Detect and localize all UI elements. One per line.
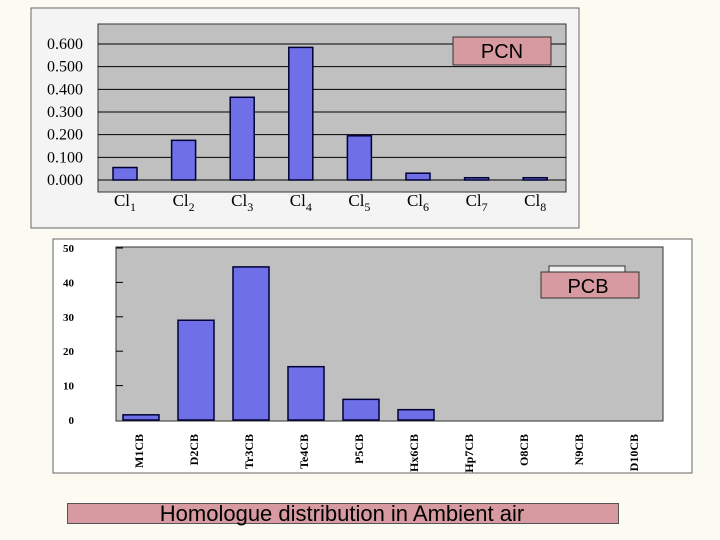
pcb-y-tick-label: 40 bbox=[63, 277, 75, 289]
pcb-bar bbox=[177, 319, 215, 421]
pcb-x-tick-label: Hx6CB bbox=[407, 434, 421, 472]
pcn-bar bbox=[346, 135, 373, 181]
footer-banner bbox=[67, 503, 619, 524]
pcb-label: PCB bbox=[567, 276, 608, 298]
pcb-bars bbox=[122, 266, 435, 421]
pcb-y-tick-label: 50 bbox=[63, 243, 75, 255]
pcn-bar bbox=[463, 176, 490, 181]
pcn-x-tick-label: Cl7 bbox=[466, 191, 488, 214]
pcb-y-ticks: 50 40 30 20 10 0 bbox=[63, 243, 123, 427]
pcb-bar bbox=[232, 266, 270, 421]
pcn-bar bbox=[112, 166, 138, 181]
pcb-x-tick-label: D10CB bbox=[627, 434, 641, 471]
pcb-chart: 50 40 30 20 10 0 M1CB D2CB Tr3CB Te4CB P5CB Hx6CB H… bbox=[52, 238, 693, 474]
pcb-bar bbox=[342, 398, 380, 421]
pcn-x-tick-label: Cl8 bbox=[524, 191, 546, 214]
footer-title: Homologue distribution in Ambient air bbox=[159, 501, 525, 526]
pcn-x-tick-label: Cl6 bbox=[407, 191, 429, 214]
pcb-x-tick-label: Hp7CB bbox=[462, 434, 476, 473]
pcb-bar bbox=[287, 365, 325, 421]
pcb-x-labels: M1CB D2CB Tr3CB Te4CB P5CB Hx6CB Hp7CB O8CB N9CB… bbox=[132, 434, 641, 473]
pcn-bar bbox=[405, 172, 431, 181]
pcb-x-tick-label: P5CB bbox=[352, 434, 366, 464]
pcb-bar bbox=[122, 414, 160, 421]
pcb-y-tick-label: 10 bbox=[63, 381, 75, 393]
pcb-bar bbox=[397, 408, 435, 421]
pcn-y-tick-label: 0.600 bbox=[47, 36, 83, 53]
pcb-y-tick-label: 20 bbox=[63, 346, 75, 358]
pcn-y-ticks: 0.600 0.500 0.400 0.300 0.200 0.100 0.000 bbox=[47, 36, 83, 189]
pcn-y-tick-label: 0.200 bbox=[47, 127, 83, 144]
pcn-y-tick-label: 0.300 bbox=[47, 104, 83, 121]
pcn-x-tick-label: Cl4 bbox=[290, 191, 312, 214]
pcn-y-tick-label: 0.100 bbox=[47, 149, 83, 166]
pcb-label-box bbox=[540, 271, 640, 299]
pcb-x-tick-label: Tr3CB bbox=[242, 434, 256, 469]
pcn-x-tick-label: Cl1 bbox=[114, 191, 136, 214]
pcn-bar bbox=[288, 46, 314, 181]
pcb-x-tick-label: O8CB bbox=[517, 434, 531, 466]
pcn-y-tick-label: 0.500 bbox=[47, 59, 83, 76]
pcn-label: PCN bbox=[481, 41, 523, 63]
pcn-x-labels: Cl1 Cl2 Cl3 Cl4 Cl5 Cl6 Cl7 Cl8 bbox=[114, 191, 546, 214]
pcb-x-tick-label: N9CB bbox=[572, 434, 586, 465]
pcn-y-tick-label: 0.400 bbox=[47, 81, 83, 98]
pcb-x-tick-label: D2CB bbox=[187, 434, 201, 465]
pcn-bar bbox=[229, 96, 255, 181]
pcb-y-tick-label: 0 bbox=[69, 415, 75, 427]
pcb-y-tick-label: 30 bbox=[63, 312, 75, 324]
pcb-x-tick-label: Te4CB bbox=[297, 434, 311, 469]
pcn-x-tick-label: Cl5 bbox=[348, 191, 370, 214]
pcn-y-tick-label: 0.000 bbox=[47, 172, 83, 189]
pcn-bars bbox=[112, 46, 548, 181]
pcn-x-tick-label: Cl3 bbox=[231, 191, 253, 214]
pcn-label-box bbox=[452, 36, 552, 66]
pcn-bar bbox=[170, 139, 197, 181]
pcb-x-tick-label: M1CB bbox=[132, 434, 146, 468]
pcn-x-tick-label: Cl2 bbox=[173, 191, 195, 214]
pcn-bar bbox=[522, 176, 548, 181]
